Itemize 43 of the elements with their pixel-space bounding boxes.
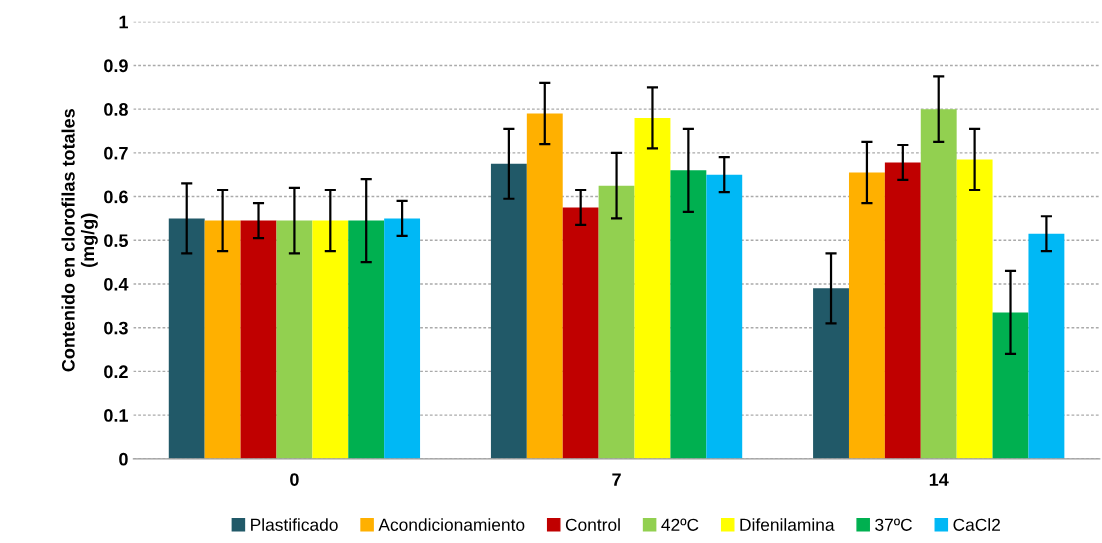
x-tick-label: 7 bbox=[612, 473, 621, 486]
y-tick-label: 0.3 bbox=[104, 321, 128, 335]
y-tick-label: 0.8 bbox=[104, 103, 128, 116]
bar bbox=[634, 117, 671, 459]
bar bbox=[276, 220, 313, 459]
bar bbox=[884, 162, 921, 459]
bar bbox=[706, 174, 743, 459]
y-tick-label: 1 bbox=[119, 15, 128, 29]
bar bbox=[992, 312, 1029, 459]
legend-label: 42ºC bbox=[661, 518, 699, 531]
legend-label: Acondicionamiento bbox=[378, 518, 525, 531]
bar bbox=[384, 218, 421, 459]
bar bbox=[920, 109, 957, 459]
bar bbox=[240, 220, 277, 459]
bar bbox=[848, 172, 885, 459]
y-tick-label: 0.7 bbox=[104, 146, 128, 160]
y-tick-label: 0.1 bbox=[104, 409, 128, 422]
bar bbox=[490, 163, 527, 459]
y-axis-title: Contenido en clorofilas totales (mg/g) bbox=[61, 109, 98, 372]
bar bbox=[670, 170, 707, 459]
legend-label: CaCl2 bbox=[953, 518, 1000, 531]
y-tick-label: 0.5 bbox=[104, 234, 128, 247]
x-tick-label: 0 bbox=[290, 473, 299, 486]
x-tick-label: 14 bbox=[929, 473, 949, 486]
y-tick-label: 0.9 bbox=[104, 59, 128, 73]
bar bbox=[168, 218, 205, 459]
y-tick-label: 0.2 bbox=[104, 365, 128, 379]
bar bbox=[956, 159, 993, 459]
bar bbox=[813, 288, 849, 459]
y-tick-label: 0 bbox=[119, 452, 128, 466]
y-tick-label: 0.6 bbox=[104, 190, 128, 204]
bar bbox=[562, 207, 599, 459]
bar bbox=[312, 220, 349, 459]
legend-label: 37ºC bbox=[875, 518, 912, 531]
bar bbox=[1028, 233, 1065, 459]
y-tick-label: 0.4 bbox=[104, 277, 129, 291]
bar bbox=[204, 220, 241, 459]
bar bbox=[598, 185, 635, 459]
bar bbox=[348, 220, 385, 459]
legend-label: Difenilamina bbox=[740, 518, 835, 531]
legend-label: Plastificado bbox=[251, 518, 338, 531]
bar bbox=[526, 113, 563, 459]
legend-label: Control bbox=[565, 518, 620, 531]
